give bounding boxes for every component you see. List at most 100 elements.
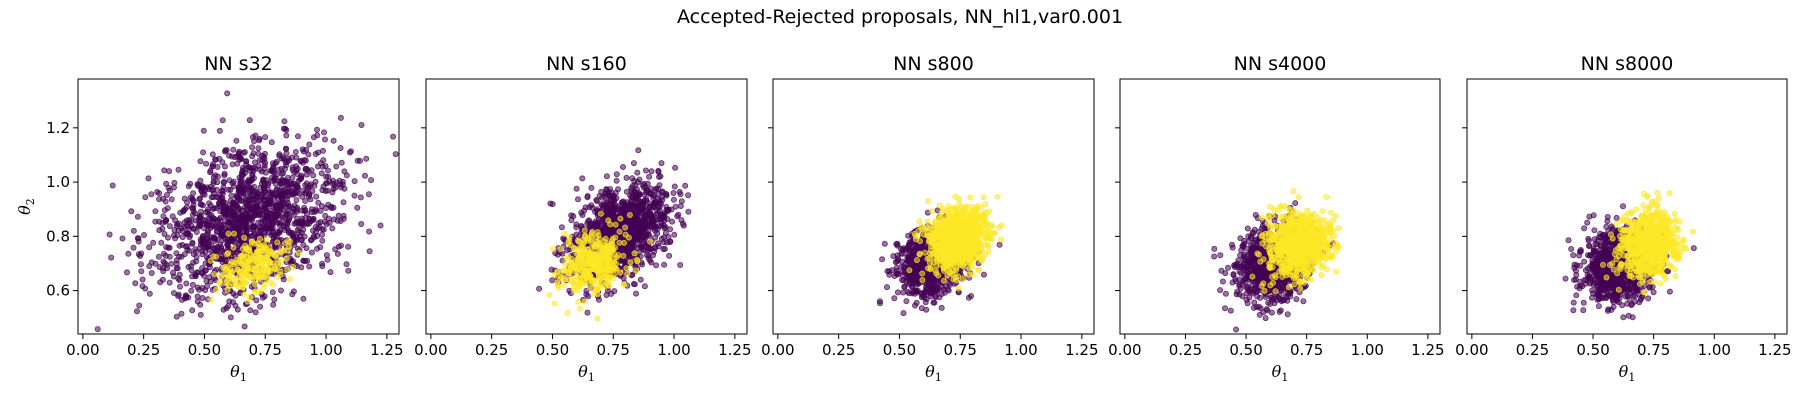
data-point [588, 230, 595, 237]
data-point [579, 250, 586, 257]
data-point [191, 225, 198, 232]
data-point [273, 158, 280, 165]
data-point [905, 258, 912, 265]
data-point [160, 250, 167, 257]
data-point [219, 117, 226, 124]
data-point [229, 238, 236, 245]
data-point [913, 299, 920, 306]
data-point [561, 230, 568, 237]
data-point [199, 235, 206, 242]
data-point [584, 192, 591, 199]
data-point [220, 256, 227, 263]
data-point [678, 217, 685, 224]
data-point [671, 231, 678, 238]
data-point [152, 218, 159, 225]
data-point [335, 243, 342, 250]
data-point [257, 184, 264, 191]
data-point [651, 225, 658, 232]
data-point [644, 252, 651, 259]
data-point [119, 235, 126, 242]
data-point [226, 298, 233, 305]
data-point [245, 273, 252, 280]
data-point [904, 288, 911, 295]
data-point [303, 171, 310, 178]
data-point [595, 239, 602, 246]
data-point [240, 283, 247, 290]
data-point [549, 277, 556, 284]
data-point [283, 255, 290, 262]
data-point [223, 305, 230, 312]
data-point [245, 178, 252, 185]
data-point [272, 212, 279, 219]
data-point [276, 152, 283, 159]
data-point [270, 301, 277, 308]
data-point [205, 243, 212, 250]
data-point [164, 205, 171, 212]
data-point [189, 273, 196, 280]
data-point [166, 168, 173, 175]
data-point [587, 284, 594, 291]
data-point [330, 216, 337, 223]
data-point [277, 287, 284, 294]
data-point [224, 286, 231, 293]
data-point [190, 190, 197, 197]
data-point [678, 198, 685, 205]
data-point [159, 195, 166, 202]
data-point [617, 269, 624, 276]
data-point [130, 227, 137, 234]
data-point [106, 231, 113, 238]
data-point [251, 231, 258, 238]
y-tick-label: 1.0 [46, 173, 70, 191]
data-point [276, 222, 283, 229]
data-point [571, 259, 578, 266]
data-point [615, 186, 622, 193]
data-point [323, 173, 330, 180]
data-point [351, 192, 358, 199]
data-point [272, 266, 279, 273]
data-point [246, 187, 253, 194]
data-point [272, 231, 279, 238]
data-point [335, 212, 342, 219]
data-point [239, 256, 246, 263]
data-point [197, 311, 204, 318]
data-point [625, 234, 632, 241]
data-point [225, 250, 232, 257]
data-point [286, 276, 293, 283]
data-point [624, 270, 631, 277]
data-point [269, 289, 276, 296]
data-point [189, 204, 196, 211]
data-point [661, 261, 668, 268]
data-point [108, 254, 115, 261]
data-point [320, 129, 327, 136]
data-point [206, 186, 213, 193]
data-point [575, 298, 582, 305]
data-point [286, 238, 293, 245]
data-point [660, 245, 667, 252]
data-point [940, 277, 947, 284]
data-point [930, 299, 937, 306]
data-point [236, 206, 243, 213]
data-point [256, 224, 263, 231]
data-point [256, 253, 263, 260]
data-point [996, 241, 1003, 248]
data-point [295, 229, 302, 236]
data-point [185, 263, 192, 270]
data-point [272, 244, 279, 251]
data-point [377, 222, 384, 229]
x-tick-label: 0.50 [188, 341, 221, 359]
data-point [626, 244, 633, 251]
data-point [314, 132, 321, 139]
axes-frame [425, 78, 748, 335]
data-point [266, 225, 273, 232]
data-point [621, 281, 628, 288]
data-point [931, 276, 938, 283]
data-point [965, 271, 972, 278]
data-point [652, 234, 659, 241]
data-point [656, 182, 663, 189]
data-point [313, 228, 320, 235]
data-point [942, 283, 949, 290]
data-point [919, 276, 926, 283]
data-point [200, 127, 207, 134]
data-point [558, 224, 565, 231]
